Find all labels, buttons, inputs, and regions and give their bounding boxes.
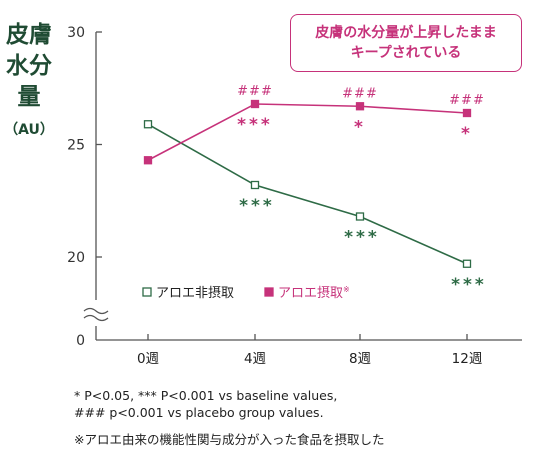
callout-line-2: キープされている (350, 45, 462, 61)
series-1-line (147, 103, 468, 161)
callout-box: 皮膚の水分量が上昇したまま キープされている (290, 14, 522, 72)
footnote-aloe-intake: ※アロエ由来の機能性関与成分が入った食品を摂取した (74, 432, 385, 447)
series-0-point-1 (250, 180, 260, 190)
callout-line-1: 皮膚の水分量が上昇したまま (315, 25, 497, 41)
footnote-significance: * P<0.05, *** P<0.001 vs baseline values… (74, 388, 338, 403)
series-1-point-2 (355, 102, 365, 111)
footnote-placebo: ### p<0.001 vs placebo group values. (74, 405, 324, 420)
x-tick-label-0: 0週 (137, 351, 160, 367)
y-axis-title: 皮膚水分量 （AU） (0, 20, 58, 139)
x-tick-label-2: 8週 (349, 351, 372, 367)
series-0-point-3 (462, 259, 472, 268)
legend-marker-intake (264, 287, 274, 297)
series-0-point-0 (143, 120, 153, 129)
series-1-point-0 (143, 156, 153, 165)
annotation-intake-above-1: ### (237, 84, 273, 99)
x-tick-label-1: 4週 (244, 351, 267, 367)
legend-label-intake: アロエ摂取※ (278, 285, 350, 301)
y-axis-unit: （AU） (4, 122, 54, 138)
y-tick-label-20: 20 (67, 250, 85, 266)
axis-break-wave-1 (83, 307, 109, 315)
annotation-nonintake-1: *** (239, 196, 275, 216)
annotation-intake-above-2: ### (342, 86, 378, 101)
annotation-intake-below-1: *** (237, 115, 273, 135)
annotation-intake-above-3: ### (449, 93, 485, 108)
y-tick-label-25: 25 (67, 138, 85, 154)
annotation-nonintake-2: *** (344, 228, 380, 248)
y-axis-label: 皮膚水分量 (6, 22, 52, 110)
y-tick-label-0: 0 (76, 333, 85, 349)
series-0-line (147, 123, 468, 265)
axis-break-gap (84, 302, 106, 324)
axis-break-wave-2 (83, 314, 109, 322)
series-1-point-3 (462, 108, 472, 118)
y-tick-label-30: 30 (67, 25, 85, 41)
series-0-point-2 (355, 212, 365, 221)
annotation-intake-below-2: * (354, 117, 366, 137)
annotation-intake-below-3: * (461, 124, 473, 144)
series-1-point-1 (250, 99, 260, 109)
annotation-nonintake-3: *** (451, 275, 487, 295)
x-tick-label-3: 12週 (452, 351, 483, 367)
legend-label-nonintake: アロエ非摂取 (156, 285, 234, 301)
legend-marker-nonintake (142, 287, 152, 297)
